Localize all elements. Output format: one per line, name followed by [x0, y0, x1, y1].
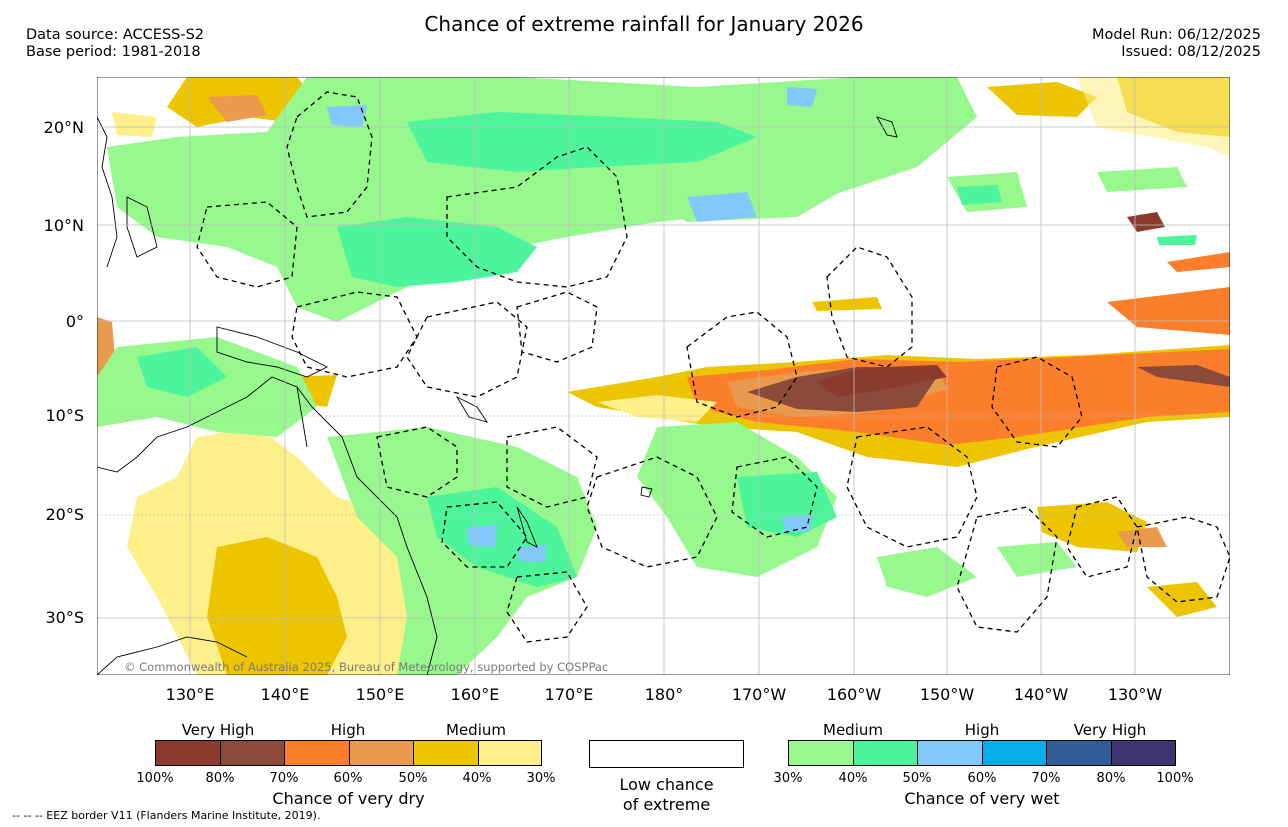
wet-tick: 30% [773, 771, 803, 786]
dry-category-very-high: Very High [181, 721, 255, 739]
lon-label-130w: 130°W [1107, 685, 1163, 704]
dry-tick: 100% [136, 771, 174, 786]
map-title: Chance of extreme rainfall for January 2… [424, 12, 864, 36]
lat-label-20s: 20°S [45, 505, 84, 524]
dry-swatch [349, 740, 413, 766]
lon-label-130e: 130°E [165, 685, 215, 704]
lat-label-20n: 20°N [43, 118, 84, 137]
dry-swatch [284, 740, 349, 766]
lon-label-170w: 170°W [731, 685, 787, 704]
dry-legend-title: Chance of very dry [272, 789, 425, 808]
lon-label-140w: 140°W [1013, 685, 1069, 704]
lon-label-140e: 140°E [260, 685, 310, 704]
lon-label-150w: 150°W [919, 685, 975, 704]
dry-tick: 50% [398, 771, 428, 786]
lon-label-170e: 170°E [544, 685, 594, 704]
dry-swatch [478, 740, 542, 766]
low-chance-line2: of extreme [622, 795, 711, 814]
dry-swatch [413, 740, 478, 766]
model-run-text: Model Run: 06/12/2025 [1091, 27, 1261, 43]
wet-swatch [1111, 740, 1176, 766]
copyright-notice: © Commonwealth of Australia 2025, Bureau… [124, 660, 609, 674]
wet-tick: 60% [967, 771, 997, 786]
dry-tick: 70% [269, 771, 299, 786]
lon-label-150e: 150°E [355, 685, 405, 704]
header-right: Model Run: 06/12/2025 Issued: 08/12/2025 [1092, 27, 1261, 61]
lon-label-160w: 160°W [826, 685, 882, 704]
wet-category-high: High [964, 721, 1000, 739]
wet-tick: 80% [1096, 771, 1126, 786]
lat-label-10n: 10°N [43, 216, 84, 235]
base-period-text: Base period: 1981-2018 [26, 44, 201, 60]
eez-borders [196, 91, 1230, 643]
rainfall-map[interactable] [97, 77, 1230, 675]
wet-tick: 40% [838, 771, 868, 786]
wet-category-medium: Medium [823, 721, 883, 739]
low-chance-label: Low chance of extreme [589, 775, 744, 815]
issued-text: Issued: 08/12/2025 [1121, 44, 1261, 60]
dry-tick: 80% [205, 771, 235, 786]
dry-colorbar [155, 740, 542, 766]
wet-category-very-high: Very High [1073, 721, 1147, 739]
wet-swatch [853, 740, 917, 766]
dry-swatch [220, 740, 284, 766]
wet-tick: 70% [1031, 771, 1061, 786]
dry-category-high: High [330, 721, 366, 739]
data-source-text: Data source: ACCESS-S2 [26, 27, 205, 43]
low-chance-swatch [589, 740, 744, 768]
lat-label-30s: 30°S [45, 608, 84, 627]
eez-border-note: -- -- -- EEZ border V11 (Flanders Marine… [12, 809, 321, 822]
low-chance-line1: Low chance [619, 775, 714, 794]
dry-tick: 60% [333, 771, 363, 786]
lat-label-0: 0° [65, 312, 84, 331]
lon-label-180: 180° [644, 685, 684, 704]
wet-areas [97, 77, 1197, 675]
wet-swatch [1046, 740, 1111, 766]
wet-tick: 50% [902, 771, 932, 786]
dry-tick: 30% [526, 771, 556, 786]
dry-swatch [155, 740, 220, 766]
wet-tick: 100% [1156, 771, 1194, 786]
lon-label-160e: 160°E [450, 685, 500, 704]
dry-category-medium: Medium [446, 721, 506, 739]
wet-swatch [982, 740, 1046, 766]
wet-swatch [917, 740, 982, 766]
wet-legend-title: Chance of very wet [904, 789, 1060, 808]
wet-swatch [788, 740, 853, 766]
header-left: Data source: ACCESS-S2 Base period: 1981… [26, 27, 204, 61]
dry-tick: 40% [462, 771, 492, 786]
lat-label-10s: 10°S [45, 406, 84, 425]
wet-colorbar [788, 740, 1176, 766]
coastlines [97, 116, 898, 675]
